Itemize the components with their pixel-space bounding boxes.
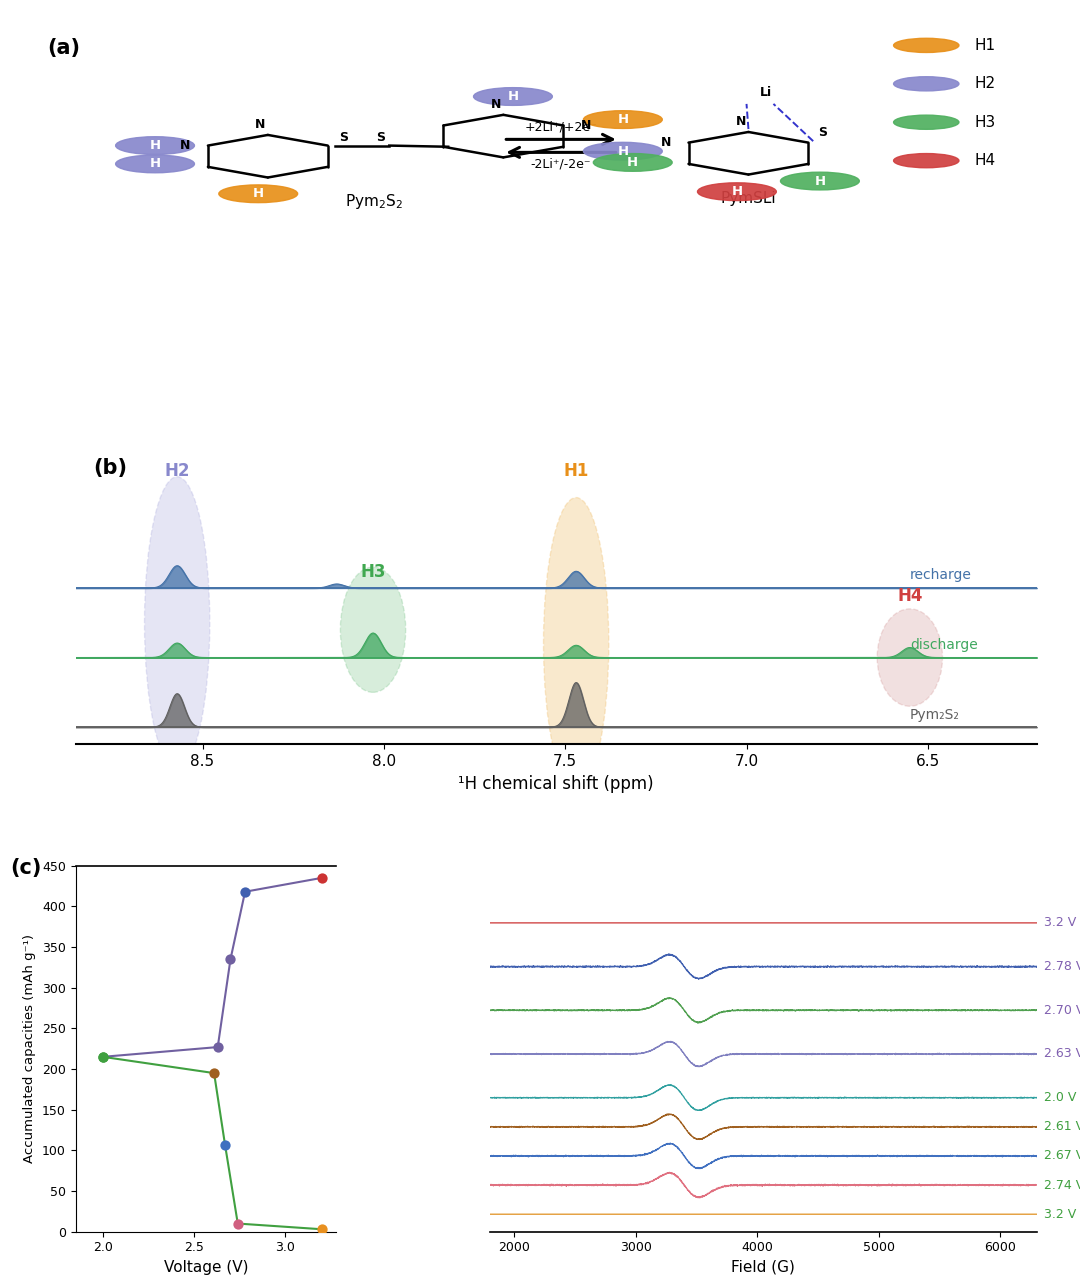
Text: 3.2 V: 3.2 V [1044,1207,1077,1220]
Point [313,867,330,888]
Ellipse shape [116,137,194,154]
Ellipse shape [145,477,210,769]
Ellipse shape [893,154,959,168]
Point [313,1219,330,1239]
Ellipse shape [698,182,777,200]
Text: 2.0 V: 2.0 V [1044,1091,1077,1105]
Text: N: N [255,118,266,131]
Text: 2.78 V: 2.78 V [1044,960,1080,973]
Text: 2.61 V: 2.61 V [1044,1120,1080,1133]
Ellipse shape [583,110,662,128]
Y-axis label: Accumulated capacities (mAh g⁻¹): Accumulated capacities (mAh g⁻¹) [24,934,37,1164]
Text: N: N [581,119,591,132]
Text: S: S [818,126,827,139]
Ellipse shape [893,77,959,91]
Text: Li: Li [759,86,772,100]
Text: 2.67 V: 2.67 V [1044,1150,1080,1162]
Text: recharge: recharge [909,568,972,582]
Point [221,949,239,970]
Point [94,1047,111,1067]
Point [205,1062,222,1083]
X-axis label: Field (G): Field (G) [731,1260,795,1275]
Text: Pym₂S₂: Pym₂S₂ [909,707,960,721]
Text: H2: H2 [974,76,996,91]
Ellipse shape [593,154,672,172]
Point [210,1037,227,1057]
Ellipse shape [781,172,860,190]
Text: H3: H3 [361,563,386,581]
Text: 2.63 V: 2.63 V [1044,1047,1080,1061]
Ellipse shape [116,155,194,173]
Text: 2.74 V: 2.74 V [1044,1179,1080,1192]
Ellipse shape [543,498,609,790]
Text: H: H [814,174,825,187]
Point [94,1047,111,1067]
Text: Pym$_2$S$_2$: Pym$_2$S$_2$ [345,191,403,210]
Point [229,1214,246,1234]
Text: H1: H1 [564,462,589,480]
Text: 2.70 V: 2.70 V [1044,1003,1080,1017]
Ellipse shape [893,115,959,130]
Ellipse shape [219,185,298,203]
Text: H: H [508,90,518,103]
Point [237,881,254,902]
Text: H4: H4 [974,153,996,168]
Text: H: H [149,158,161,171]
Text: H2: H2 [164,462,190,480]
Text: H: H [731,185,742,198]
X-axis label: Voltage (V): Voltage (V) [164,1260,248,1275]
X-axis label: ¹H chemical shift (ppm): ¹H chemical shift (ppm) [458,775,654,793]
Text: (b): (b) [93,458,127,477]
Text: H3: H3 [974,114,996,130]
Text: N: N [735,115,746,128]
Text: -2Li⁺/-2e⁻: -2Li⁺/-2e⁻ [530,158,591,171]
Ellipse shape [877,609,943,706]
Ellipse shape [473,87,552,105]
Text: (a): (a) [46,38,80,58]
Ellipse shape [893,38,959,53]
Text: (c): (c) [11,858,42,879]
Text: S: S [376,131,384,144]
Text: H: H [253,187,264,200]
Text: H: H [627,157,638,169]
Ellipse shape [340,567,406,693]
Text: +2Li⁺/+2e⁻: +2Li⁺/+2e⁻ [525,121,597,133]
Text: H: H [618,145,629,158]
Text: H1: H1 [974,38,996,53]
Text: N: N [490,99,501,112]
Text: N: N [180,139,190,153]
Text: discharge: discharge [909,638,977,652]
Text: N: N [661,136,671,149]
Text: PymSLi: PymSLi [720,191,777,207]
Ellipse shape [583,142,662,160]
Point [216,1134,233,1155]
Text: 3.2 V: 3.2 V [1044,916,1077,929]
Text: H: H [618,113,629,126]
Text: H4: H4 [897,588,922,606]
Text: H: H [149,139,161,153]
Text: S: S [339,131,349,144]
